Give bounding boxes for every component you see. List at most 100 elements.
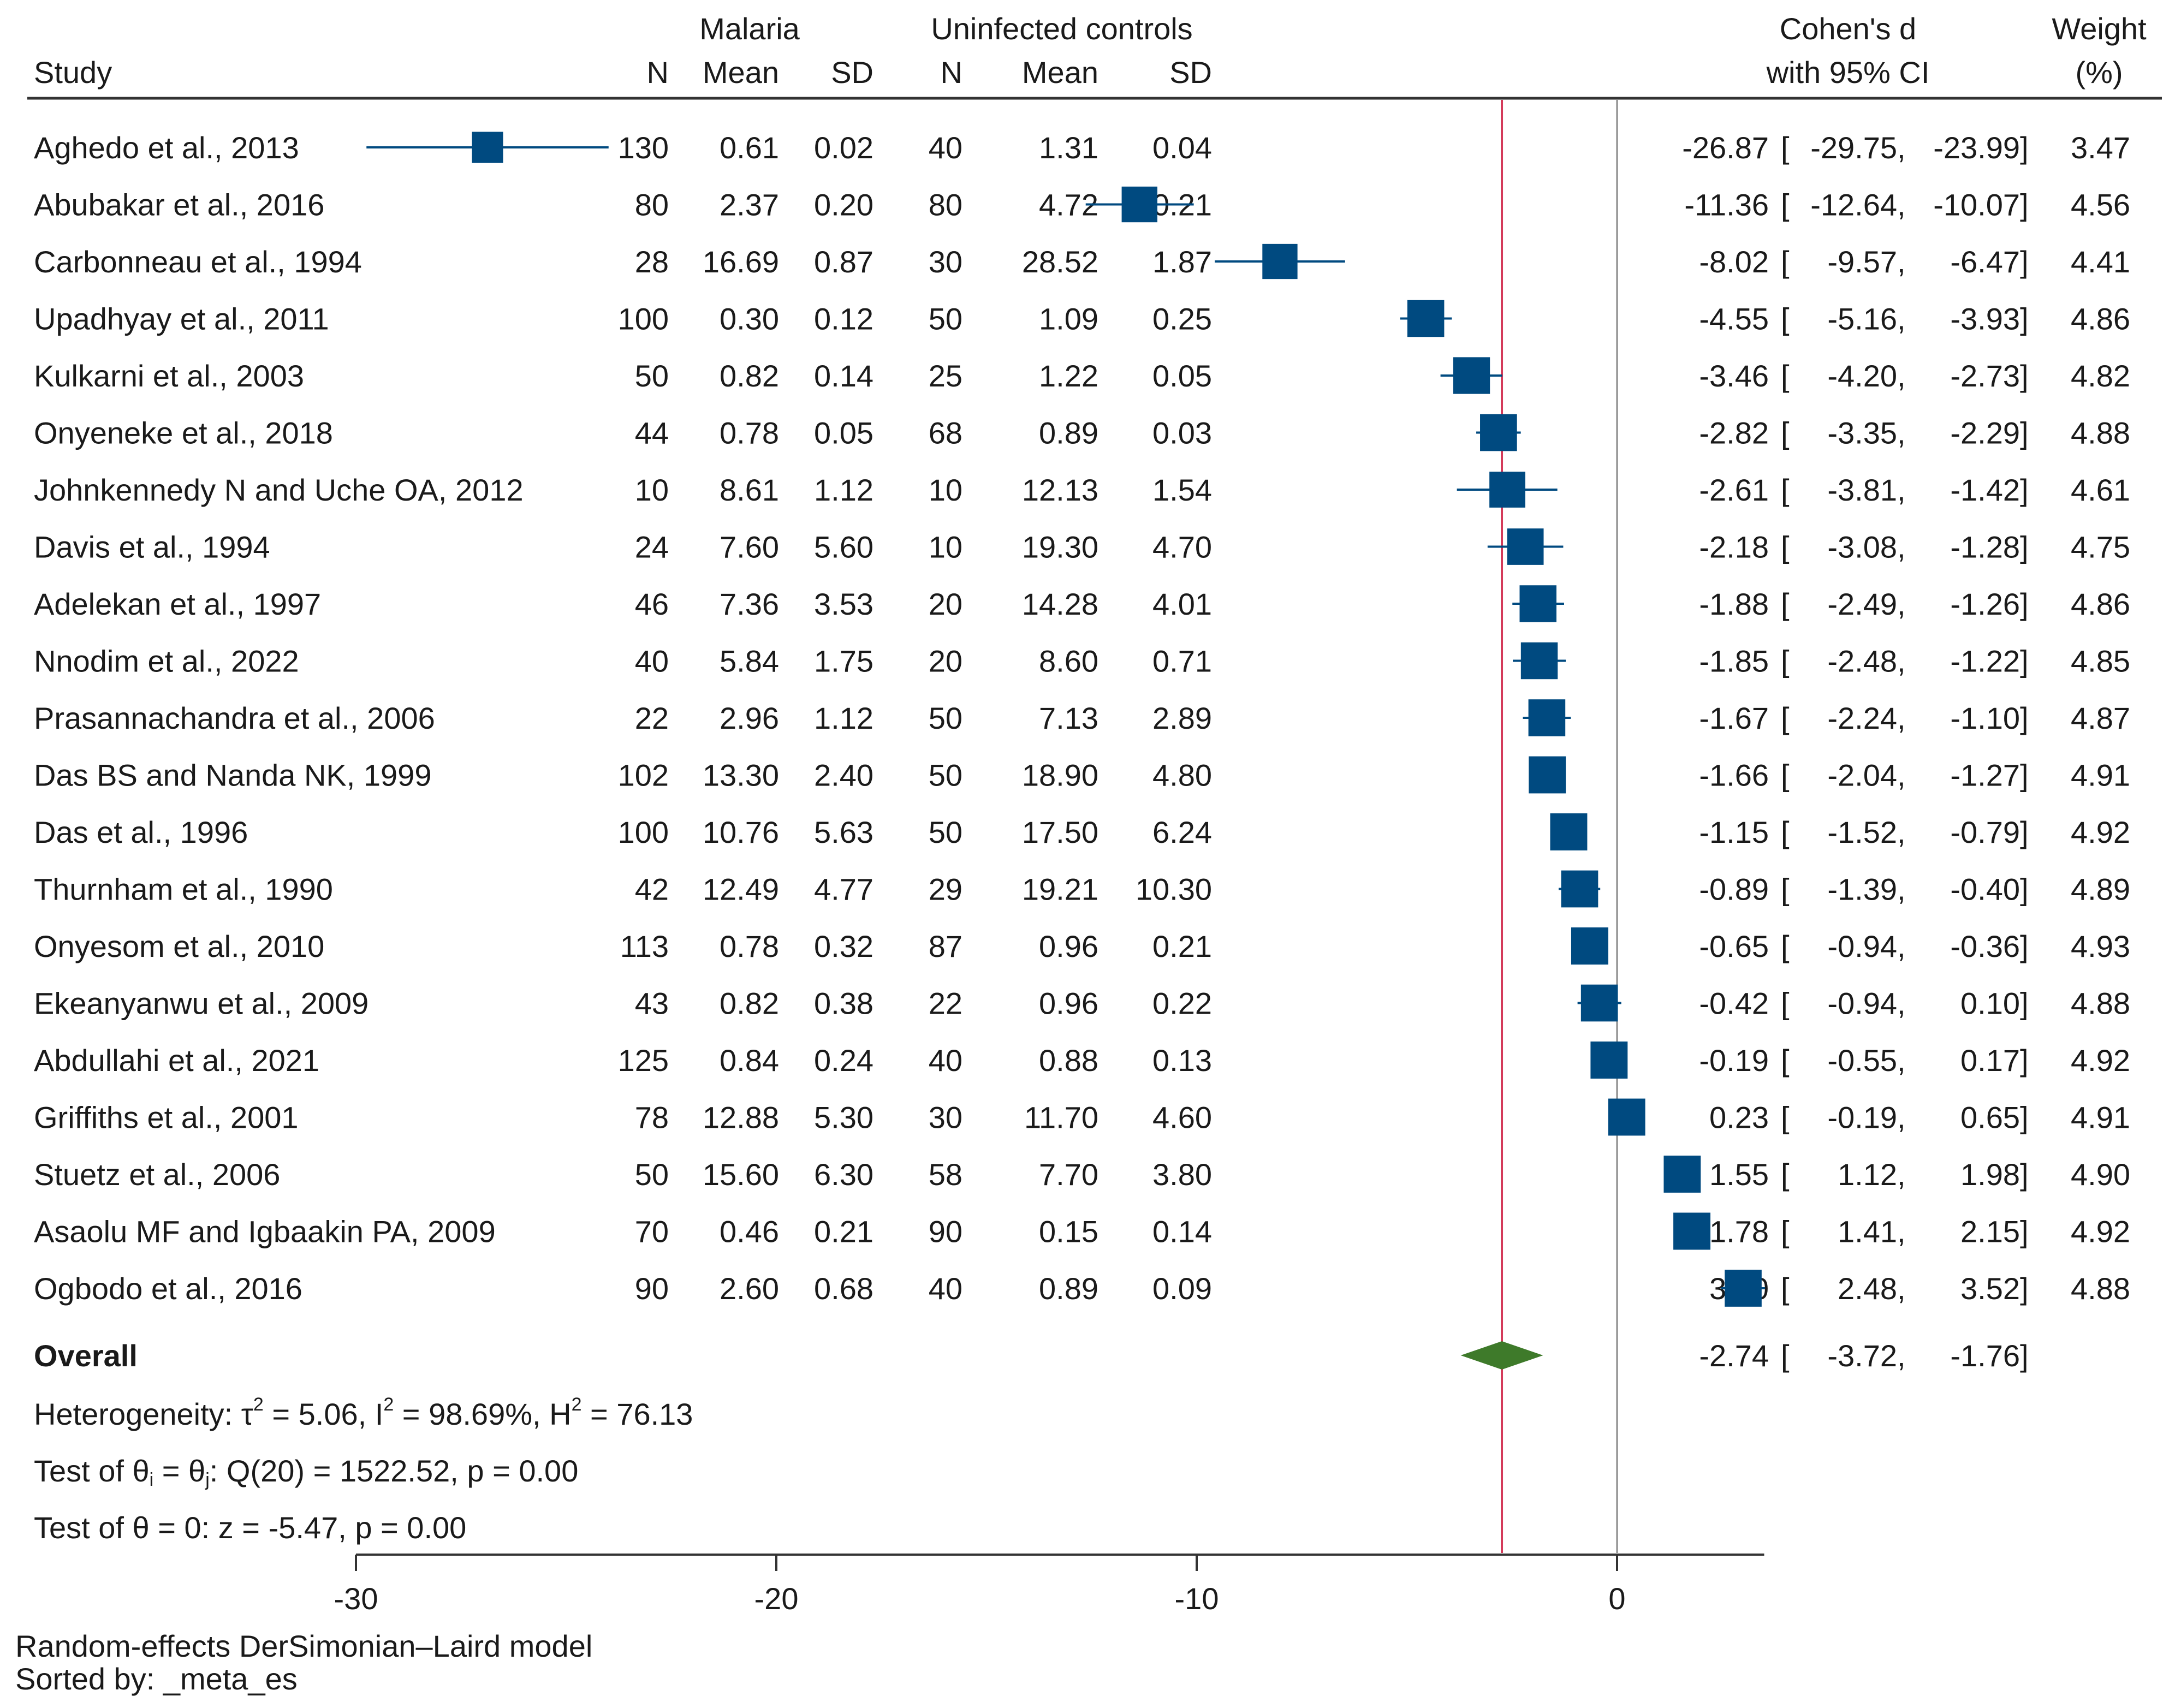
ci-close-bracket: ] [2020,1215,2029,1249]
ci-close-bracket: ] [2020,872,2029,907]
header-sd-controls: SD [1169,55,1212,90]
malaria-mean: 2.37 [720,188,779,222]
ci-comma: , [1897,644,1906,679]
malaria-sd: 4.77 [814,872,873,907]
header-study: Study [34,55,112,90]
study-row: Carbonneau et al., 1994 28 16.69 0.87 30 28.5… [34,243,2130,279]
effect-marker [1519,585,1556,622]
study-name: Carbonneau et al., 1994 [34,245,362,279]
sort-note: Sorted by: _meta_es [15,1662,298,1696]
effect-size: -1.85 [1699,644,1769,679]
ci-open-bracket: [ [1781,130,1790,165]
weight-value: 4.41 [2071,245,2130,279]
control-mean: 14.28 [1022,587,1098,621]
control-sd: 0.25 [1152,302,1212,336]
study-row: Davis et al., 1994 24 7.60 5.60 10 19.30 4.70 -… [34,528,2130,565]
control-mean: 8.60 [1039,644,1098,679]
weight-value: 4.56 [2071,188,2130,222]
study-name: Davis et al., 1994 [34,530,270,564]
malaria-n: 102 [618,758,669,793]
control-mean: 11.70 [1024,1100,1098,1135]
ci-lower: -0.55 [1827,1043,1897,1078]
control-sd: 0.09 [1152,1271,1212,1306]
malaria-n: 44 [635,416,669,450]
study-name: Aghedo et al., 2013 [34,130,299,165]
ci-lower: -4.20 [1827,359,1897,393]
ci-comma: , [1897,1338,1906,1373]
study-name: Griffiths et al., 2001 [34,1100,299,1135]
effect-marker [1529,756,1566,794]
effect-marker [1608,1098,1645,1136]
malaria-mean: 13.30 [703,758,779,793]
table-header: Malaria Uninfected controls Cohen's d with … [27,11,2162,100]
effect-size: -4.55 [1699,302,1769,336]
control-mean: 19.30 [1022,530,1098,564]
malaria-n: 80 [635,188,669,222]
ci-upper: -0.40 [1950,872,2020,907]
control-mean: 12.13 [1022,473,1098,507]
ci-upper: 0.17 [1960,1043,2020,1078]
study-name: Ekeanyanwu et al., 2009 [34,986,369,1021]
weight-value: 4.92 [2071,1043,2130,1078]
study-name: Abdullahi et al., 2021 [34,1043,319,1078]
study-row: Onyeneke et al., 2018 44 0.78 0.05 68 0.89 0.0… [34,414,2130,451]
ci-lower: -29.75 [1810,130,1897,165]
header-sd-malaria: SD [831,55,873,90]
control-mean: 0.96 [1039,929,1098,963]
malaria-mean: 5.84 [720,644,779,679]
effect-size: -0.65 [1699,929,1769,963]
weight-value: 4.92 [2071,815,2130,849]
control-n: 10 [929,473,962,507]
control-mean: 17.50 [1022,815,1098,849]
ci-comma: , [1897,1043,1906,1078]
effect-size: -0.42 [1699,986,1769,1021]
ci-lower: -0.19 [1827,1100,1897,1135]
control-sd: 6.24 [1152,815,1212,849]
test-q-mid: = θ [153,1454,205,1488]
test-q-prefix: Test of θ [34,1454,150,1488]
study-row: Griffiths et al., 2001 78 12.88 5.30 30 11.70… [34,1098,2130,1136]
ci-open-bracket: [ [1781,1043,1790,1078]
ci-upper: -1.26 [1950,587,2020,621]
ci-open-bracket: [ [1781,758,1790,793]
ci-upper: -1.28 [1950,530,2020,564]
study-row: Adelekan et al., 1997 46 7.36 3.53 20 14.28 4.… [34,585,2130,622]
ci-lower: -2.04 [1827,758,1897,793]
control-sd: 0.03 [1152,416,1212,450]
weight-value: 3.47 [2071,130,2130,165]
control-n: 29 [929,872,962,907]
malaria-n: 42 [635,872,669,907]
effect-marker [1663,1156,1701,1193]
malaria-mean: 2.96 [720,701,779,735]
ci-close-bracket: ] [2020,644,2029,679]
control-n: 80 [929,188,962,222]
effect-marker [1520,642,1558,680]
effect-size: -2.82 [1699,416,1769,450]
effect-size: -1.88 [1699,587,1769,621]
effect-size: -0.19 [1699,1043,1769,1078]
ci-lower: -0.94 [1827,929,1897,963]
control-mean: 7.70 [1039,1157,1098,1192]
control-mean: 18.90 [1022,758,1098,793]
ci-upper: -1.10 [1950,701,2020,735]
ci-comma: , [1897,473,1906,507]
effect-marker [1121,186,1157,223]
header-weight-pct: (%) [2075,55,2123,90]
header-weight: Weight [2052,11,2147,46]
control-n: 87 [929,929,962,963]
effect-size: -11.36 [1684,188,1769,222]
malaria-sd: 0.05 [814,416,873,450]
x-tick-label: 0 [1608,1581,1625,1616]
study-name: Das BS and Nanda NK, 1999 [34,758,431,793]
study-name: Thurnham et al., 1990 [34,872,333,907]
het-i2-value: = 98.69%, H [394,1397,571,1431]
study-name: Upadhyay et al., 2011 [34,302,329,336]
weight-value: 4.75 [2071,530,2130,564]
effect-marker [1528,699,1566,736]
malaria-n: 130 [618,130,669,165]
effect-size: -3.46 [1699,359,1769,393]
malaria-sd: 0.02 [814,130,873,165]
study-name: Das et al., 1996 [34,815,248,849]
weight-value: 4.82 [2071,359,2130,393]
effect-size: -0.89 [1699,872,1769,907]
